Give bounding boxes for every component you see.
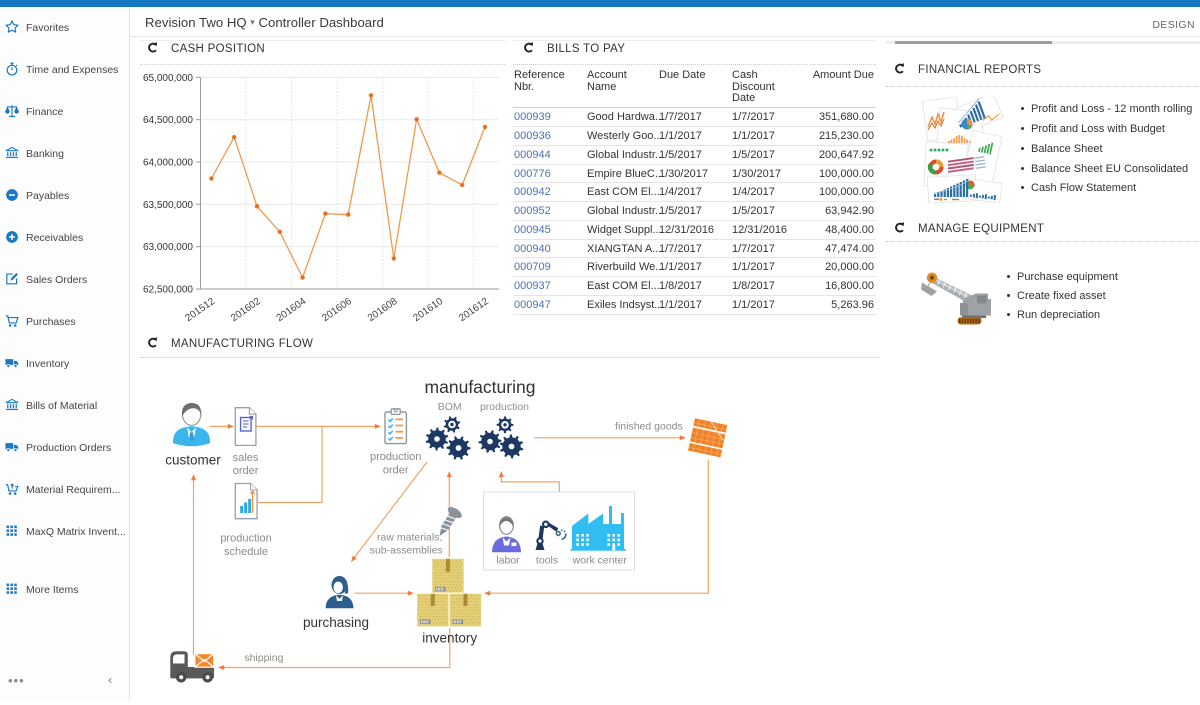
svg-text:customer: customer [165, 453, 221, 468]
svg-text:order: order [383, 465, 409, 477]
svg-text:order: order [233, 465, 259, 477]
svg-text:production: production [370, 451, 421, 463]
svg-text:65,000,000: 65,000,000 [143, 73, 193, 84]
svg-text:64,000,000: 64,000,000 [143, 158, 193, 169]
svg-text:BOM: BOM [438, 401, 462, 413]
svg-text:production: production [220, 533, 271, 545]
svg-text:shipping: shipping [244, 652, 283, 664]
svg-text:finished goods: finished goods [615, 421, 683, 433]
svg-text:sales: sales [233, 452, 259, 464]
svg-text:tools: tools [536, 555, 558, 567]
svg-text:raw materials,: raw materials, [377, 532, 442, 544]
svg-text:purchasing: purchasing [303, 615, 369, 630]
svg-text:64,500,000: 64,500,000 [143, 115, 193, 126]
svg-text:63,000,000: 63,000,000 [143, 242, 193, 253]
svg-text:labor: labor [496, 555, 520, 567]
svg-text:62,500,000: 62,500,000 [143, 285, 193, 296]
svg-text:sub-assemblies: sub-assemblies [370, 545, 443, 557]
svg-text:inventory: inventory [422, 631, 477, 646]
svg-text:manufacturing: manufacturing [425, 377, 536, 397]
svg-text:schedule: schedule [224, 546, 268, 558]
svg-text:production: production [480, 401, 529, 413]
svg-text:work center: work center [572, 555, 628, 567]
svg-text:63,500,000: 63,500,000 [143, 200, 193, 211]
